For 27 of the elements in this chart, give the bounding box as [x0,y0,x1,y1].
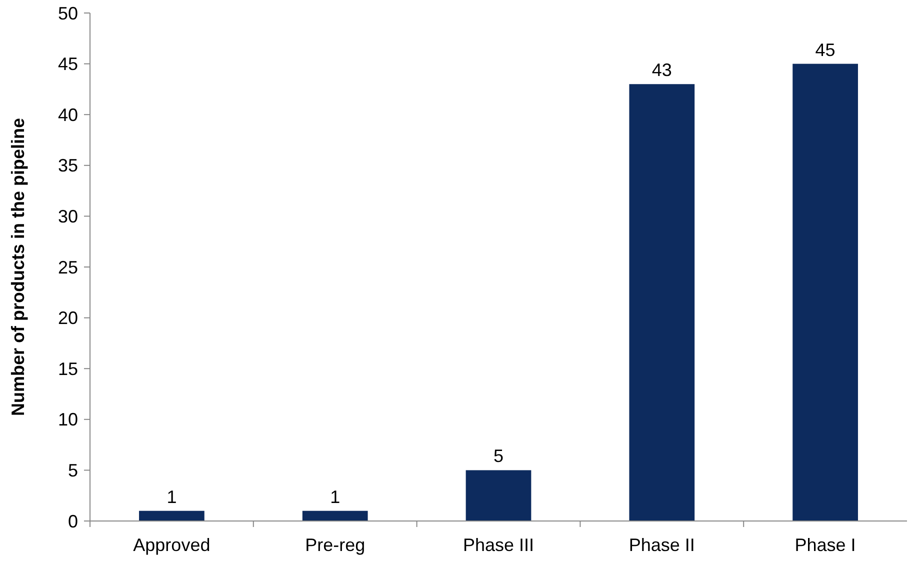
data-label: 1 [330,486,340,507]
y-tick-label: 5 [68,460,78,480]
y-tick-label: 40 [58,104,78,125]
y-tick-label: 20 [58,308,78,328]
data-label: 45 [815,40,836,60]
bar [302,510,368,521]
y-tick-label: 10 [58,410,78,430]
y-tick-label: 0 [68,511,78,532]
x-tick-label: Phase I [794,535,856,555]
x-tick-label: Phase III [462,535,534,555]
bar [792,64,858,521]
y-tick-label: 15 [58,358,78,379]
data-label: 1 [166,486,177,507]
y-tick-label: 45 [58,54,78,74]
y-tick-label: 35 [58,156,78,176]
y-tick-label: 30 [58,206,78,226]
x-tick-label: Approved [133,535,210,555]
bar [629,84,695,521]
y-tick-label: 25 [58,257,78,278]
data-label: 43 [652,60,672,80]
y-axis-title: Number of products in the pipeline [8,118,28,416]
bar [139,510,204,521]
x-tick-label: Phase II [628,535,695,555]
x-tick-label: Pre-reg [305,535,366,555]
data-label: 5 [493,446,504,466]
bar [466,470,532,521]
y-tick-label: 50 [58,3,78,24]
